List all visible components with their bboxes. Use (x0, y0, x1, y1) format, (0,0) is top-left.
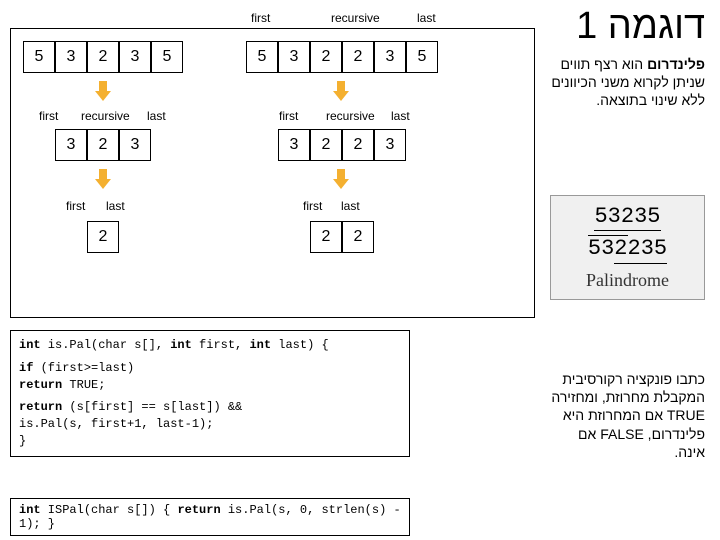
cell: 2 (342, 221, 374, 253)
cell: 3 (374, 41, 406, 73)
cell: 5 (151, 41, 183, 73)
cell: 2 (87, 41, 119, 73)
description-2: כתבו פונקציה רקורסיבית המקבלת מחרוזת, ומ… (545, 370, 705, 461)
code-line: } (19, 433, 401, 450)
cell: 5 (246, 41, 278, 73)
code-line: int is.Pal(char s[], int first, int last… (19, 337, 401, 354)
recursive-label: recursive (331, 11, 380, 25)
code-line: is.Pal(s, first+1, last-1); (19, 416, 401, 433)
row-b1: 5 3 2 2 3 5 (246, 41, 438, 73)
pal-number-1: 53235 (559, 204, 696, 231)
row-b2: 3 2 2 3 (278, 129, 406, 161)
cell: 3 (119, 41, 151, 73)
row-a1: 5 3 2 3 5 (23, 41, 183, 73)
code-line: return TRUE; (19, 377, 401, 394)
cell: 3 (55, 129, 87, 161)
last-label: last (417, 11, 436, 25)
cell: 3 (119, 129, 151, 161)
first-label: first (303, 199, 322, 213)
cell: 2 (310, 41, 342, 73)
cell: 2 (310, 129, 342, 161)
code-block-2: int ISPal(char s[]) { return is.Pal(s, 0… (10, 498, 410, 536)
row-a3: 2 (87, 221, 119, 253)
first-label: first (251, 11, 270, 25)
last-label: last (147, 109, 166, 123)
last-label: last (391, 109, 410, 123)
cell: 3 (278, 41, 310, 73)
recursion-diagram: first last recursive 5 3 2 3 5 5 3 2 2 3… (10, 28, 535, 318)
description-1: פלינדרום הוא רצף תווים שניתן לקרוא משני … (545, 55, 705, 110)
cell: 2 (87, 221, 119, 253)
code-block-1: int is.Pal(char s[], int first, int last… (10, 330, 410, 457)
cell: 5 (406, 41, 438, 73)
pal-number-2: 532235 (559, 235, 696, 263)
palindrome-example-box: 53235 532235 Palindrome (550, 195, 705, 300)
bold-term: פלינדרום (647, 56, 705, 72)
cell: 5 (23, 41, 55, 73)
cell: 2 (342, 129, 374, 161)
first-label: first (39, 109, 58, 123)
cell: 3 (278, 129, 310, 161)
page-title: דוגמה 1 (576, 5, 705, 48)
cell: 3 (55, 41, 87, 73)
cell: 2 (87, 129, 119, 161)
cell: 3 (374, 129, 406, 161)
first-label: first (279, 109, 298, 123)
code-line: if (first>=last) (19, 360, 401, 377)
code-line: return (s[first] == s[last]) && (19, 399, 401, 416)
palindrome-label: Palindrome (559, 270, 696, 291)
row-b3: 2 2 (310, 221, 374, 253)
last-label: last (341, 199, 360, 213)
recursive-label: recursive (326, 109, 375, 123)
last-label: last (106, 199, 125, 213)
first-label: first (66, 199, 85, 213)
row-a2: 3 2 3 (55, 129, 151, 161)
cell: 2 (342, 41, 374, 73)
cell: 2 (310, 221, 342, 253)
recursive-label: recursive (81, 109, 130, 123)
